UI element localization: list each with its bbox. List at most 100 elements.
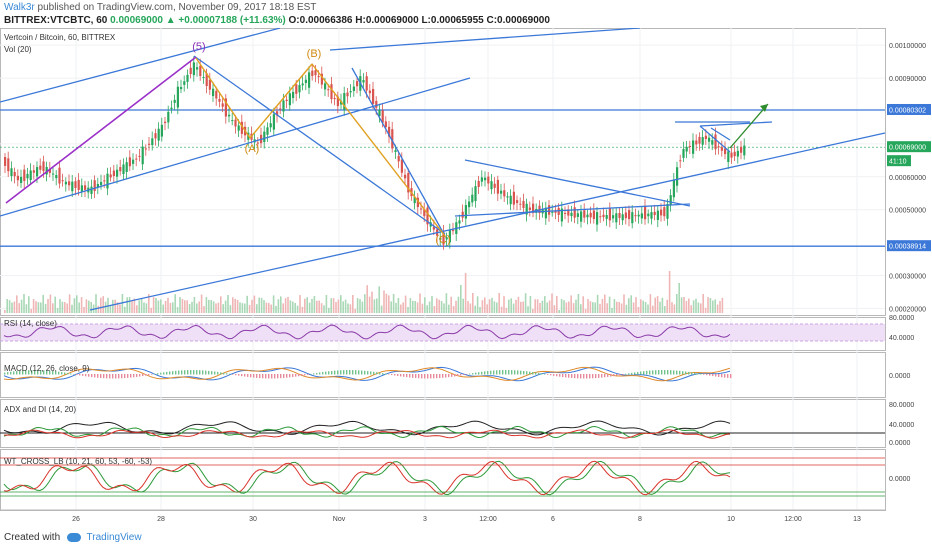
macd-histogram-bar bbox=[619, 374, 621, 376]
volume-bar bbox=[258, 297, 260, 313]
candle-body bbox=[221, 103, 224, 107]
volume-bar bbox=[270, 304, 272, 313]
candle-body bbox=[420, 208, 423, 210]
volume-bar bbox=[385, 293, 388, 313]
volume-bar bbox=[40, 302, 42, 313]
candle-body bbox=[596, 212, 599, 225]
macd-histogram-bar bbox=[268, 374, 270, 379]
volume-bar bbox=[8, 300, 11, 313]
macd-histogram-bar bbox=[685, 371, 687, 375]
macd-histogram-bar bbox=[442, 374, 444, 378]
candle-body bbox=[439, 237, 442, 240]
volume-bar bbox=[208, 299, 210, 313]
macd-histogram-bar bbox=[286, 374, 288, 378]
volume-bar bbox=[268, 303, 270, 313]
volume-bar bbox=[275, 305, 277, 313]
volume-bar bbox=[30, 308, 32, 313]
chart-pane bbox=[0, 399, 886, 448]
macd-histogram-bar bbox=[676, 370, 678, 375]
volume-bar bbox=[673, 304, 676, 313]
candle-body bbox=[298, 84, 301, 93]
candle-body bbox=[391, 129, 394, 149]
macd-histogram-bar bbox=[337, 370, 339, 375]
macd-histogram-bar bbox=[634, 372, 636, 375]
volume-bar bbox=[407, 307, 409, 313]
volume-bar bbox=[83, 306, 85, 313]
macd-histogram-bar bbox=[76, 374, 78, 375]
volume-bar bbox=[601, 298, 604, 313]
author-link[interactable]: Walk3r bbox=[4, 2, 35, 13]
candle-body bbox=[205, 73, 208, 87]
macd-histogram-bar bbox=[451, 374, 453, 377]
candle-body bbox=[704, 135, 707, 139]
symbol-name: BITTREX:VTCBTC, 60 bbox=[4, 15, 108, 26]
macd-histogram-bar bbox=[694, 372, 696, 375]
candle-body bbox=[612, 215, 615, 219]
macd-histogram-bar bbox=[550, 374, 552, 376]
indicator-tick-label: 40.0000 bbox=[889, 335, 914, 342]
volume-bar bbox=[642, 300, 644, 313]
volume-bar bbox=[215, 303, 217, 313]
candle-body bbox=[116, 169, 119, 177]
volume-bar bbox=[563, 300, 565, 313]
volume-bar bbox=[47, 298, 49, 313]
volume-bar bbox=[635, 297, 637, 313]
candle-body bbox=[506, 196, 509, 198]
volume-bar bbox=[260, 297, 263, 313]
volume-bar bbox=[719, 300, 721, 313]
volume-bar bbox=[556, 296, 558, 313]
candle-body bbox=[151, 138, 154, 146]
volume-bar bbox=[133, 298, 136, 313]
volume-bar bbox=[448, 304, 450, 313]
candle-body bbox=[237, 125, 240, 131]
volume-bar bbox=[61, 301, 64, 313]
candle-body bbox=[64, 181, 67, 185]
volume-bar bbox=[11, 302, 13, 313]
macd-histogram-bar bbox=[73, 373, 75, 375]
macd-histogram-bar bbox=[715, 374, 717, 377]
macd-histogram-bar bbox=[325, 371, 327, 375]
candle-body bbox=[317, 76, 320, 78]
volume-bar bbox=[284, 298, 287, 313]
volume-bar bbox=[224, 300, 227, 313]
chart-canvas[interactable]: 0.001000000.000900000.000700000.00060000… bbox=[0, 28, 932, 530]
tradingview-brand[interactable]: TradingView bbox=[86, 532, 142, 543]
volume-bar bbox=[150, 307, 152, 313]
candle-body bbox=[218, 98, 221, 102]
candle-body bbox=[464, 205, 467, 219]
macd-histogram-bar bbox=[214, 371, 216, 375]
volume-bar bbox=[577, 293, 580, 313]
macd-histogram-bar bbox=[670, 370, 672, 375]
candle-body bbox=[448, 229, 451, 243]
volume-bar bbox=[395, 302, 397, 313]
macd-histogram-bar bbox=[502, 370, 504, 375]
volume-bar bbox=[656, 296, 659, 313]
price-tick-label: 0.00060000 bbox=[889, 175, 926, 182]
candle-body bbox=[426, 207, 429, 225]
macd-histogram-bar bbox=[718, 374, 720, 377]
candle-body bbox=[442, 232, 445, 245]
volume-bar bbox=[376, 298, 378, 313]
volume-bar bbox=[198, 301, 200, 313]
candle-body bbox=[138, 155, 141, 157]
candle-body bbox=[7, 158, 10, 172]
price-axis-badge bbox=[887, 240, 931, 252]
volume-bar bbox=[64, 302, 66, 313]
volume-bar bbox=[157, 300, 160, 313]
macd-histogram-bar bbox=[604, 374, 606, 378]
time-tick-label: 12:00 bbox=[479, 516, 497, 523]
macd-histogram-bar bbox=[142, 374, 144, 377]
macd-histogram-bar bbox=[577, 374, 579, 379]
volume-bar bbox=[527, 306, 529, 313]
volume-bar bbox=[323, 305, 325, 313]
volume-bar bbox=[366, 285, 368, 313]
candle-body bbox=[404, 174, 407, 179]
candle-body bbox=[93, 180, 96, 191]
volume-bar bbox=[498, 293, 500, 313]
volume-bar bbox=[44, 303, 47, 313]
macd-histogram-bar bbox=[478, 372, 480, 375]
macd-histogram-bar bbox=[118, 374, 120, 379]
macd-histogram-bar bbox=[109, 374, 111, 379]
volume-bar bbox=[318, 300, 320, 313]
price-change: ▲ +0.00007188 (+11.63%) bbox=[165, 15, 286, 26]
